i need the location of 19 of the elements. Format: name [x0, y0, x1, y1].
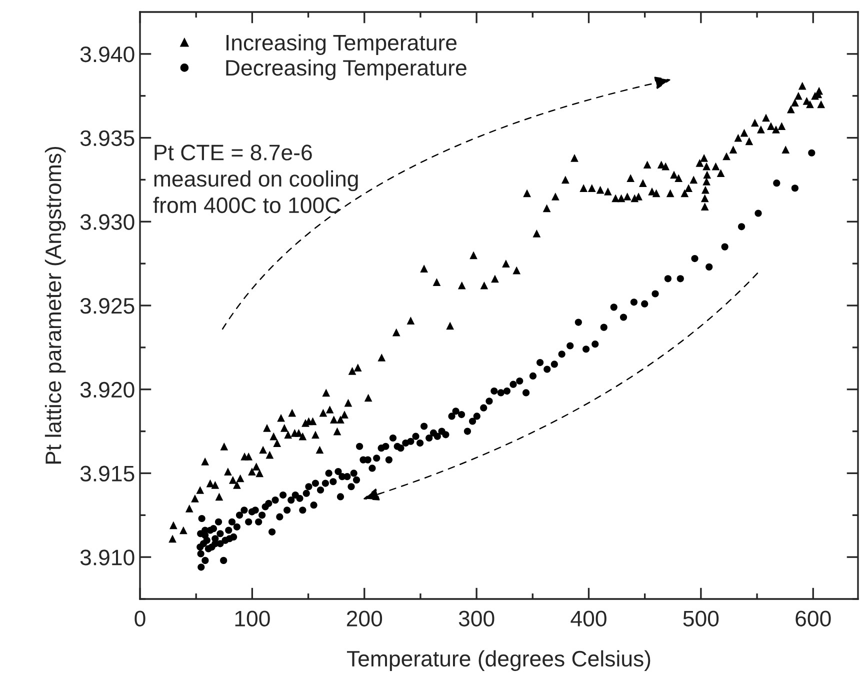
- x-tick-label: 200: [346, 610, 382, 626]
- x-tick-label: 600: [796, 610, 831, 626]
- x-tick-label: 500: [683, 610, 719, 626]
- y-tick-label: 3.940: [80, 46, 134, 62]
- legend-label: Increasing Temperature: [226, 34, 457, 55]
- x-axis-title: Temperature (degrees Celsius): [346, 650, 650, 671]
- y-axis-title: Pt lattice parameter (Angstroms): [44, 146, 66, 464]
- x-tick-label: 0: [134, 610, 146, 626]
- y-tick-label: 3.915: [80, 466, 134, 482]
- y-tick-label: 3.935: [80, 130, 134, 146]
- x-tick-label: 300: [458, 610, 494, 626]
- y-tick-label: 3.910: [80, 550, 134, 566]
- y-tick-label: 3.925: [80, 298, 134, 314]
- y-tick-label: 3.920: [80, 382, 134, 398]
- x-tick-label: 400: [570, 610, 606, 626]
- y-tick-label: 3.930: [80, 214, 134, 230]
- x-tick-label: 100: [235, 610, 270, 626]
- legend-label: Decreasing Temperature: [226, 59, 466, 80]
- annotation: Pt CTE = 8.7e-6 measured on cooling from 400C to 100C: [153, 144, 358, 214]
